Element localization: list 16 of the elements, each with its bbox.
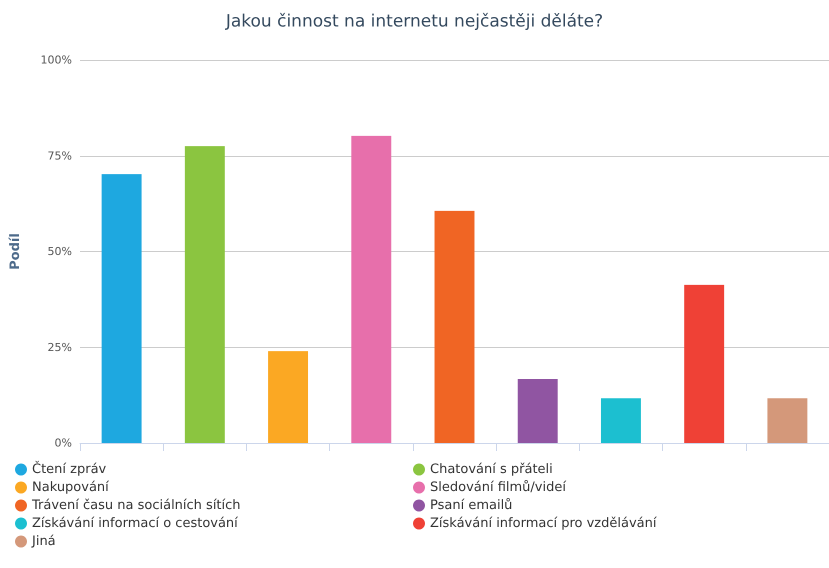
legend-label: Sledování filmů/videí xyxy=(430,479,566,495)
y-tick-label: 0% xyxy=(54,436,72,450)
y-tick-label: 25% xyxy=(48,340,72,354)
legend-label: Získávání informací pro vzdělávání xyxy=(430,516,657,531)
y-tick-label: 75% xyxy=(48,149,72,162)
legend-label: Trávení času na sociálních sítích xyxy=(31,498,241,513)
y-tick-label: 100% xyxy=(40,54,72,66)
legend-label: Získávání informací o cestování xyxy=(32,516,238,531)
y-axis-title: Podíl xyxy=(8,233,23,270)
legend-label: Jiná xyxy=(31,534,56,549)
legend-label: Psaní emailů xyxy=(430,497,512,513)
legend-label: Nakupování xyxy=(32,480,110,495)
y-tick-label: 50% xyxy=(48,245,72,258)
legend-label: Čtení zpráv xyxy=(32,460,107,477)
chart-title: Jakou činnost na internetu nejčastěji děláte? xyxy=(224,12,604,32)
legend-label: Chatování s přáteli xyxy=(430,462,553,477)
